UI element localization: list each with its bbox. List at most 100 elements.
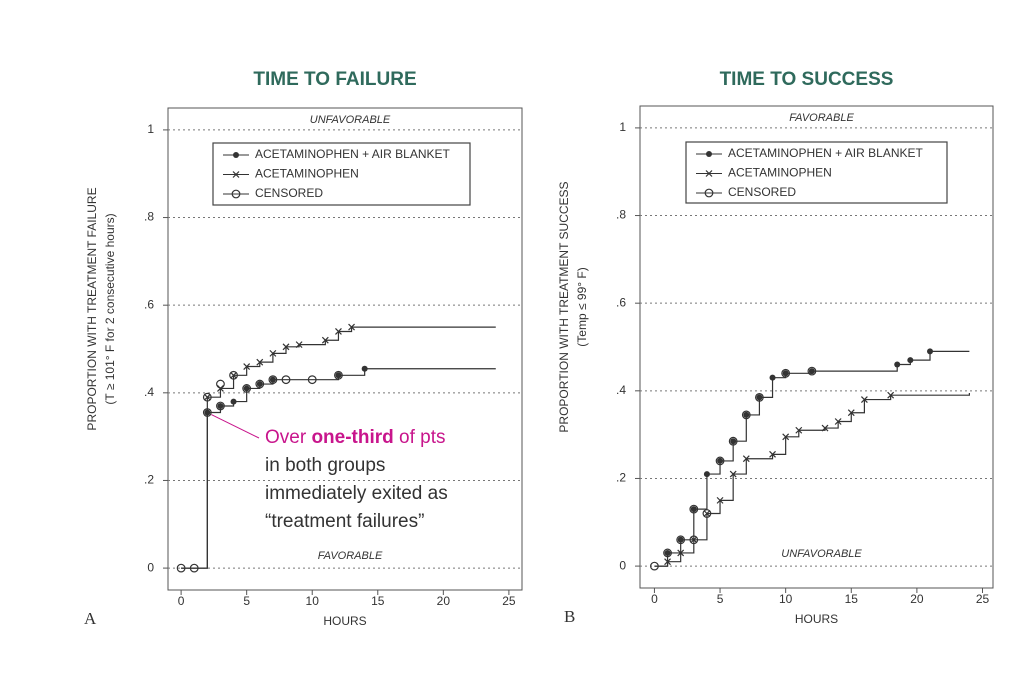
legend-label: ACETAMINOPHEN + AIR BLANKET [728,146,923,160]
step-line [654,350,970,567]
marker-circle [650,561,659,571]
marker-dot [743,411,750,418]
marker-circle [689,535,699,545]
callout-pointer [211,414,260,439]
marker-x-stroke [256,358,264,366]
marker-x [860,396,868,404]
marker-circle [307,375,317,385]
top-note: FAVORABLE [789,112,854,124]
legend-box [212,142,471,206]
x-tick-label: 10 [779,592,793,606]
marker-circle [281,375,291,385]
y-tick-label: 0 [619,558,626,572]
marker-x [256,358,264,366]
y-tick-label: .6 [144,297,154,311]
marker-x [703,510,711,517]
marker-circle [704,188,714,198]
x-axis-label: HOURS [795,612,838,626]
x-axis-label: HOURS [323,614,366,628]
plot-frame [167,107,523,591]
marker-x [203,393,211,401]
marker-x [847,409,855,417]
callout-text: “treatment failures” [265,511,424,532]
chart-title: TIME TO SUCCESS [720,69,894,90]
panel-label: A [84,609,97,628]
marker-x [821,424,829,432]
y-tick-label: 1 [147,122,154,136]
marker-x-stroke [677,549,685,557]
marker-circle [807,366,817,376]
marker-x-stroke [860,396,868,404]
callout-part: of pts [394,427,446,448]
x-tick-label: 15 [371,594,385,608]
marker-x [782,433,790,441]
legend-box [685,141,948,204]
marker-x [321,336,329,344]
marker-x [834,418,842,425]
marker-circle [702,509,712,518]
marker-x-stroke [348,323,355,331]
marker-dot [706,151,712,157]
marker-circle [202,408,212,417]
marker-x-stroke [335,328,342,335]
bottom-note: UNFAVORABLE [781,548,862,560]
marker-x-stroke [769,450,776,458]
marker-circle [229,370,238,380]
marker-x [664,558,671,566]
marker-x-stroke [834,418,842,425]
marker-x [348,323,355,331]
x-tick-label: 5 [243,594,250,608]
marker-x [887,391,895,399]
marker-dot [703,471,710,478]
marker-x [295,341,303,349]
marker-x [232,171,240,178]
marker-circle [663,548,672,558]
marker-circle [231,189,241,199]
legend-label: CENSORED [728,185,796,199]
marker-x-stroke [295,341,303,349]
y-tick-label: .8 [616,208,626,222]
x-tick-label: 0 [178,594,185,608]
marker-x-stroke [821,424,829,432]
y-axis-label: PROPORTION WITH TREATMENT FAILURE [85,187,99,430]
marker-x [677,549,685,557]
marker-dot [243,385,250,392]
marker-x-stroke [742,455,750,463]
marker-x-stroke [703,510,711,517]
y-axis-label: (Temp ≤ 99° F) [575,267,589,346]
marker-x-stroke [795,426,803,434]
marker-x-stroke [269,349,277,357]
marker-x-stroke [203,393,211,401]
marker-circle [728,436,738,446]
marker-x [795,426,803,434]
marker-circle [755,392,764,402]
marker-x-stroke [887,391,895,399]
marker-x-stroke [847,409,855,417]
marker-dot [361,365,368,372]
marker-x-stroke [230,371,237,379]
marker-dot [690,506,697,513]
marker-circle [176,563,186,573]
marker-dot [335,372,342,379]
top-note: UNFAVORABLE [310,114,391,126]
callout-text: Over one-third of pts [265,427,446,448]
y-tick-label: .4 [616,383,626,397]
marker-circle [216,379,225,389]
marker-circle [202,392,212,402]
marker-dot [808,368,815,375]
marker-dot [769,374,776,381]
y-tick-label: .2 [616,471,626,485]
legend-label: ACETAMINOPHEN [255,167,359,181]
marker-x-stroke [232,171,240,178]
marker-circle [268,375,278,385]
x-tick-label: 5 [717,592,724,606]
y-tick-label: 0 [147,560,154,574]
x-tick-label: 25 [502,594,516,608]
marker-circle [216,401,225,411]
marker-circle [676,535,686,545]
y-axis-label: PROPORTION WITH TREATMENT SUCCESS [557,181,571,432]
marker-dot [756,394,763,401]
x-tick-label: 15 [845,592,859,606]
marker-circle [242,384,252,393]
marker-dot [717,457,724,464]
